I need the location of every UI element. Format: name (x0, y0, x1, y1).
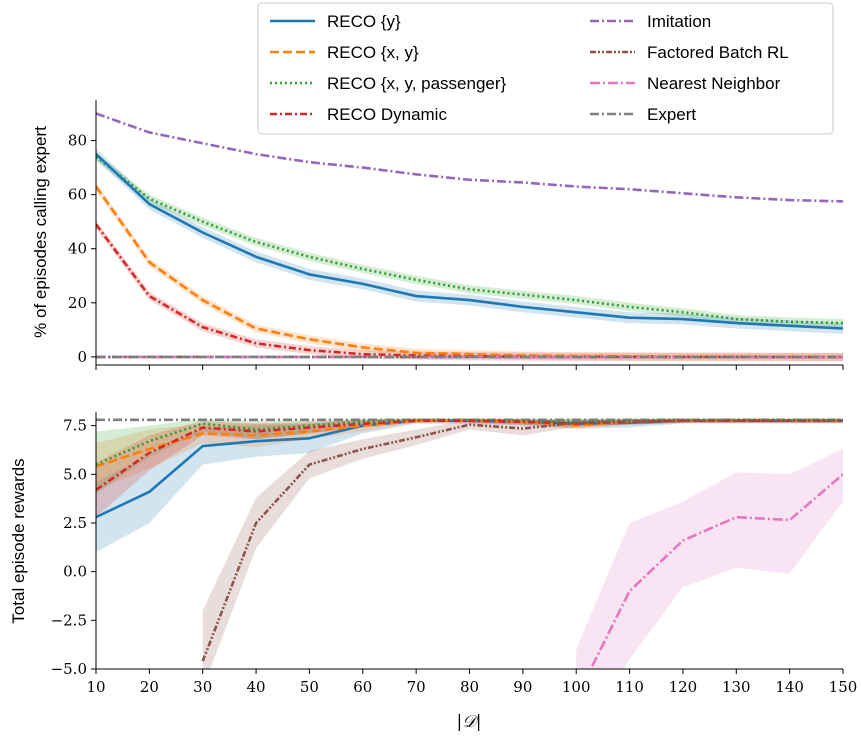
episode-rewards-panel: −5.0 −2.5 0.0 2.5 5.0 7.5 10 20 30 40 50 60 70 80 90 10… (51, 412, 858, 696)
top-y-tick-label: 20 (68, 294, 87, 312)
legend-label-reco_y: RECO {y} (327, 12, 401, 31)
bottom-band-reco_xyp (96, 418, 843, 494)
legend-label-reco_dyn: RECO Dynamic (327, 105, 447, 124)
bottom-y-axis-label: Total episode rewards (9, 458, 28, 623)
bottom-band-nn (576, 448, 843, 669)
bottom-x-tick-label: 140 (775, 678, 804, 696)
legend: RECO {y} RECO {x, y} RECO {x, y, passenger… (257, 2, 834, 135)
bottom-x-tick-label: 30 (193, 678, 212, 696)
bottom-x-tick-label: 100 (562, 678, 591, 696)
legend-box (257, 2, 834, 135)
top-y-axis-label: % of episodes calling expert (31, 126, 50, 338)
bottom-x-tick-label: 50 (300, 678, 319, 696)
top-y-tick-label: 80 (68, 132, 87, 150)
bottom-x-tick-label: 90 (513, 678, 532, 696)
legend-label-reco_xy: RECO {x, y} (327, 43, 419, 62)
top-y-tick-label: 40 (68, 240, 87, 258)
top-y-tick-label: 0 (77, 348, 87, 366)
bottom-x-tick-label: 20 (140, 678, 159, 696)
bottom-y-tick-label: −5.0 (51, 660, 87, 678)
top-band-reco_xy (96, 182, 843, 361)
bottom-y-tick-label: −2.5 (51, 611, 87, 629)
bottom-line-nn (589, 473, 843, 669)
bottom-x-tick-label: 130 (722, 678, 751, 696)
bottom-band-reco_y (96, 418, 843, 553)
bottom-y-tick-label: 7.5 (63, 417, 87, 435)
bottom-y-tick-label: 5.0 (63, 465, 87, 483)
bottom-x-tick-label: 10 (86, 678, 105, 696)
bottom-band-reco_xy (96, 418, 843, 490)
legend-label-nn: Nearest Neighbor (647, 74, 781, 93)
top-line-reco_xy (96, 185, 843, 359)
bottom-y-tick-label: 2.5 (63, 514, 87, 532)
bottom-x-tick-label: 40 (247, 678, 266, 696)
bottom-x-tick-label: 70 (407, 678, 426, 696)
bottom-x-tick-label: 110 (615, 678, 644, 696)
top-y-tick-label: 60 (68, 186, 87, 204)
legend-label-reco_xyp: RECO {x, y, passenger} (327, 74, 507, 93)
legend-label-imitation: Imitation (647, 12, 711, 31)
calling-expert-panel: 0 20 40 60 80 (68, 100, 844, 370)
bottom-x-tick-label: 150 (829, 678, 858, 696)
legend-label-factored: Factored Batch RL (647, 43, 789, 62)
bottom-x-tick-label: 60 (353, 678, 372, 696)
top-band-reco_xyp (96, 152, 843, 328)
bottom-x-tick-label: 120 (669, 678, 698, 696)
bottom-y-tick-label: 0.0 (63, 563, 87, 581)
bottom-x-tick-label: 80 (460, 678, 479, 696)
top-band-reco_y (96, 148, 843, 334)
top-line-imitation (96, 112, 843, 203)
top-line-reco_y (96, 153, 843, 330)
bottom-x-axis-label: |𝒟| (456, 712, 481, 732)
top-line-reco_xyp (96, 155, 843, 325)
bottom-line-factored (201, 419, 843, 662)
legend-label-expert: Expert (647, 105, 696, 124)
